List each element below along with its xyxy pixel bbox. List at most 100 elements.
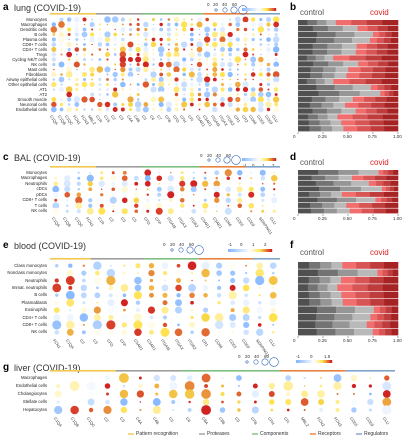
- dot: [216, 210, 218, 212]
- dot: [192, 193, 195, 196]
- dot: [128, 67, 133, 72]
- dot: [96, 66, 104, 73]
- dot: [104, 31, 111, 38]
- dot: [203, 198, 207, 202]
- dot: [82, 264, 85, 267]
- dot: [182, 87, 187, 92]
- bar-control: [341, 43, 357, 49]
- dot: [167, 98, 170, 101]
- dot: [260, 192, 266, 198]
- legend-c-color-step: [266, 158, 268, 161]
- dot: [273, 172, 275, 174]
- dot: [168, 198, 173, 203]
- bar-covid: [361, 208, 375, 214]
- dot: [138, 383, 143, 389]
- bar-control: [298, 73, 311, 79]
- dot: [112, 193, 115, 196]
- dot: [203, 176, 207, 180]
- bar-covid: [341, 291, 356, 299]
- bar-covid: [342, 262, 357, 269]
- dot: [270, 408, 274, 412]
- legend-e-color-step: [268, 249, 271, 252]
- dot: [243, 47, 248, 52]
- dot: [98, 82, 102, 87]
- row-label: Fibroblasts: [25, 71, 47, 77]
- bar-control: [349, 321, 368, 328]
- legend-a-color-step: [263, 8, 265, 11]
- dot: [189, 292, 195, 299]
- legend-color-2-e: 2: [264, 242, 267, 247]
- dot: [201, 373, 211, 383]
- bar-covid: [349, 208, 363, 214]
- dot: [237, 400, 241, 404]
- bar-covid: [385, 328, 392, 336]
- row-label: NK cells: [31, 208, 47, 214]
- dot: [112, 36, 118, 43]
- dot: [188, 284, 196, 292]
- dot: [166, 37, 171, 42]
- legend-e-size-circle: [186, 246, 194, 254]
- bar-control: [311, 96, 326, 102]
- dot: [176, 263, 181, 268]
- dot: [147, 306, 156, 314]
- row-label: Airway epithelial cells: [6, 76, 47, 82]
- bar-covid: [369, 291, 385, 299]
- dot: [121, 23, 124, 26]
- legend-g-color-step: [303, 360, 306, 363]
- dot: [143, 102, 149, 107]
- bar-control: [341, 49, 357, 55]
- dot: [157, 46, 165, 53]
- bar-control: [336, 208, 351, 214]
- dot: [274, 93, 278, 96]
- bar-control: [308, 192, 321, 197]
- dot: [135, 263, 141, 269]
- row-label: Hepatocytes: [23, 407, 47, 412]
- bar-covid: [381, 186, 387, 192]
- dot: [273, 205, 275, 207]
- dot: [165, 101, 173, 108]
- dot: [190, 78, 193, 81]
- dot: [235, 37, 241, 42]
- dot: [204, 279, 207, 282]
- dot: [136, 82, 140, 87]
- dot: [60, 98, 63, 101]
- dot: [51, 52, 57, 57]
- legend-size-40-e: 40: [179, 242, 185, 247]
- dot: [181, 101, 188, 108]
- dot: [152, 83, 155, 86]
- dot: [267, 88, 270, 91]
- dot: [88, 203, 93, 208]
- dot: [220, 92, 225, 97]
- legend-c-size-circle: [207, 158, 211, 162]
- bar-covid: [373, 31, 380, 38]
- dot: [236, 47, 240, 52]
- dot: [51, 81, 57, 88]
- dot: [151, 92, 156, 97]
- bar-covid: [393, 170, 399, 175]
- dot: [75, 72, 79, 77]
- dot: [204, 47, 210, 52]
- dot: [238, 177, 241, 180]
- dot: [174, 32, 179, 37]
- dot: [54, 270, 60, 276]
- dot: [228, 291, 237, 300]
- dot: [250, 171, 253, 174]
- x-tick-label: 0: [293, 216, 296, 221]
- dot: [214, 98, 216, 101]
- bar-covid: [385, 67, 399, 73]
- dot: [54, 198, 58, 202]
- dot: [135, 308, 141, 313]
- dot: [52, 185, 60, 193]
- bar-control: [298, 186, 320, 192]
- bar-control: [312, 49, 328, 55]
- row-label: Tregs: [36, 51, 47, 57]
- x-tick-label: 0: [293, 134, 296, 139]
- bar-control: [316, 84, 335, 91]
- legend-g-color-step: [311, 360, 313, 363]
- legend-c-color-step: [250, 158, 253, 161]
- bar-covid: [375, 96, 388, 102]
- dot: [114, 43, 116, 46]
- dot: [135, 46, 141, 53]
- dot: [106, 268, 116, 278]
- dot: [269, 298, 278, 307]
